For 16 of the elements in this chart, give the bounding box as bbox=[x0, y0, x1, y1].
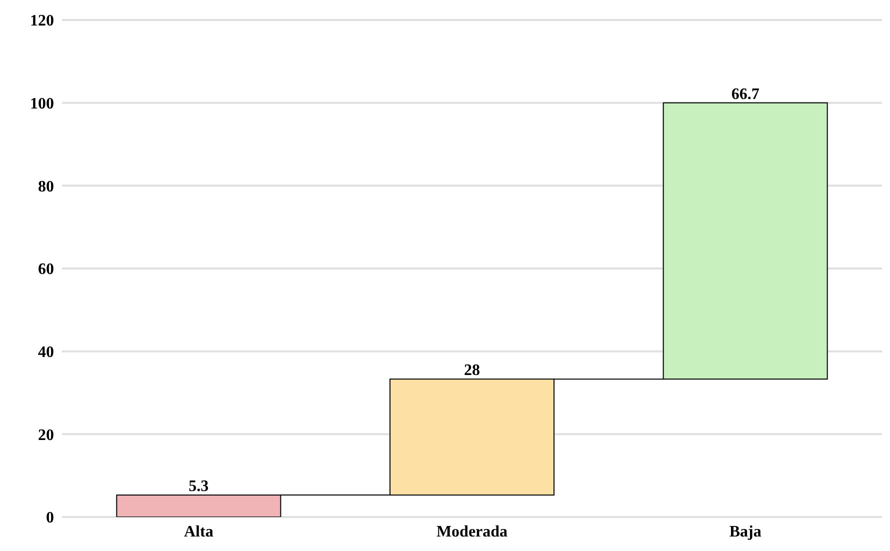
y-tick-label: 20 bbox=[38, 426, 54, 444]
y-tick-label: 100 bbox=[30, 96, 54, 113]
bar bbox=[662, 102, 828, 380]
x-tick-label: Alta bbox=[184, 523, 214, 540]
y-tick-label: 120 bbox=[30, 12, 54, 30]
y-tick-label: 80 bbox=[38, 178, 54, 196]
y-tick-label: 60 bbox=[38, 261, 54, 278]
data-label: 28 bbox=[464, 362, 480, 380]
bar bbox=[390, 378, 554, 496]
data-label: 5.3 bbox=[188, 478, 209, 496]
x-tick-label: Moderada bbox=[436, 523, 508, 540]
bar bbox=[116, 494, 282, 517]
y-tick-label: 40 bbox=[38, 344, 54, 362]
x-tick-label: Baja bbox=[729, 523, 762, 540]
y-tick-label: 0 bbox=[46, 510, 54, 527]
data-label: 66.7 bbox=[731, 86, 760, 103]
